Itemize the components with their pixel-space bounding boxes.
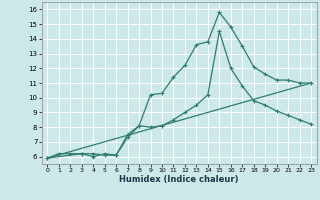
X-axis label: Humidex (Indice chaleur): Humidex (Indice chaleur) [119,175,239,184]
